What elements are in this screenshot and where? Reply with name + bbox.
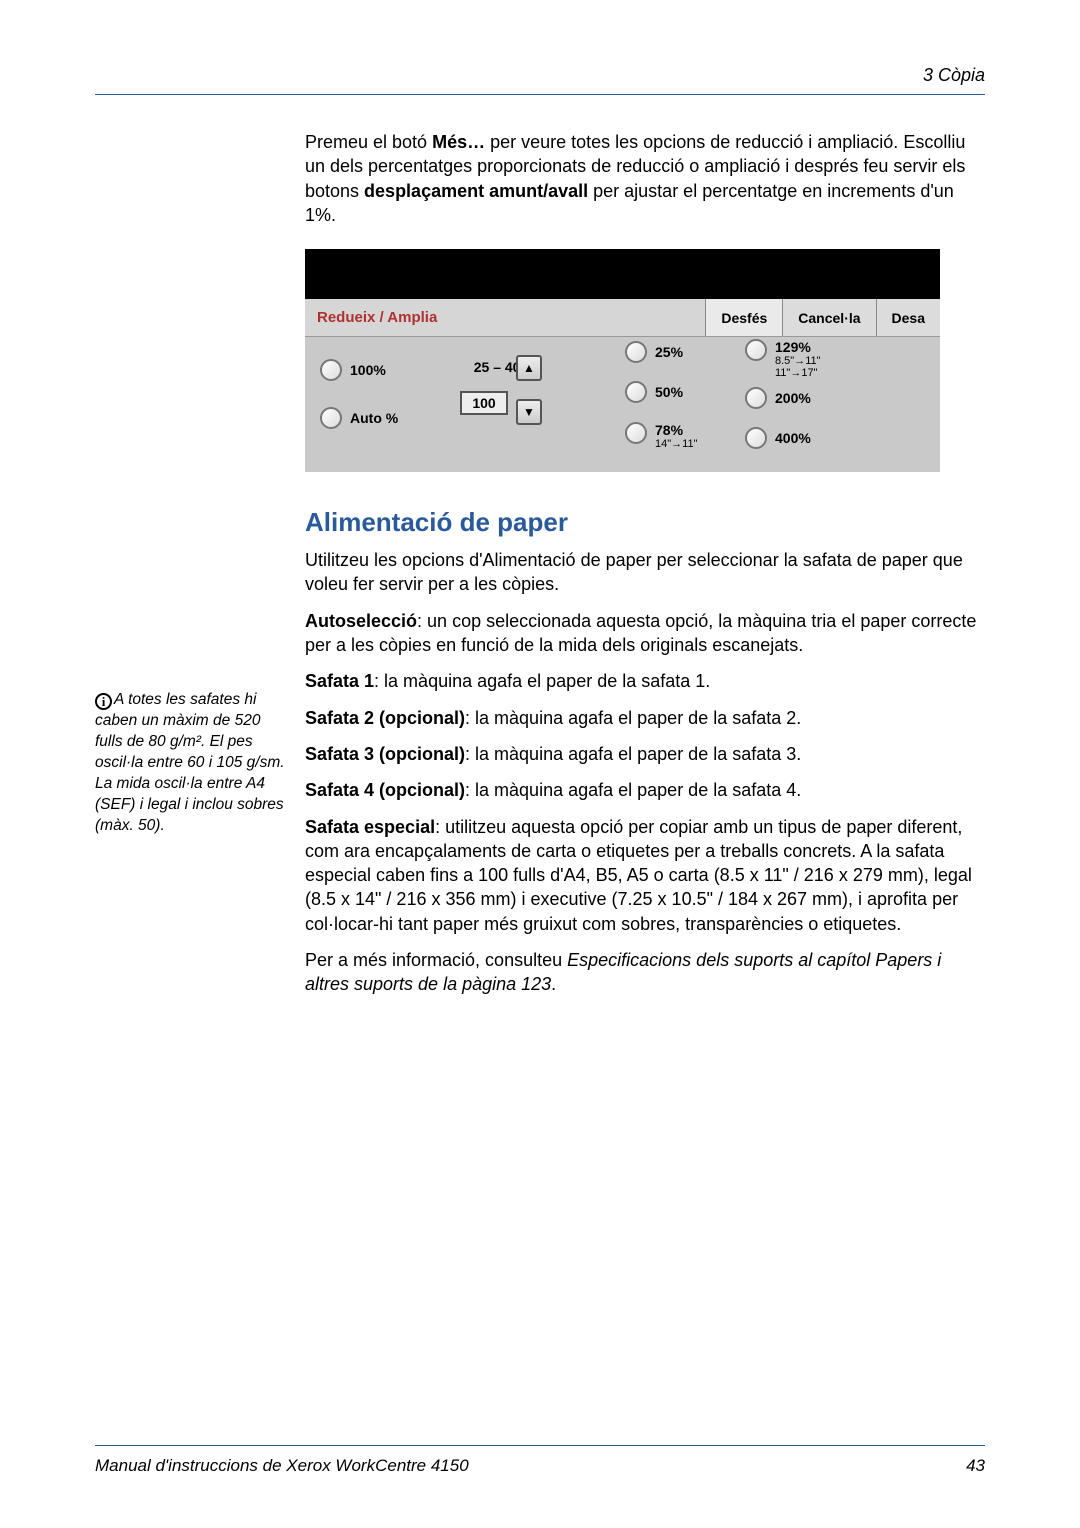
- option-129-sub2: 11"→17": [775, 367, 821, 379]
- spinner-down-button[interactable]: ▼: [516, 399, 542, 425]
- option-400-label: 400%: [775, 430, 811, 446]
- sidenote-text: A totes les safates hi caben un màxim de…: [95, 691, 285, 834]
- option-400[interactable]: 400%: [745, 427, 811, 449]
- para-tray3-b: Safata 3 (opcional): [305, 744, 465, 764]
- undo-button[interactable]: Desfés: [705, 299, 782, 336]
- option-50[interactable]: 50%: [625, 381, 683, 403]
- intro-b1: Més…: [432, 132, 485, 152]
- ui-body: 100% Auto % 25 – 400 100 ▲ ▼: [305, 337, 940, 472]
- option-auto[interactable]: Auto %: [320, 407, 398, 429]
- option-100[interactable]: 100%: [320, 359, 386, 381]
- header-rule: [95, 94, 985, 95]
- option-50-label: 50%: [655, 384, 683, 400]
- intro-b2: desplaçament amunt/avall: [364, 181, 588, 201]
- chapter-ref: 3 Còpia: [95, 65, 985, 86]
- para-tray2: Safata 2 (opcional): la màquina agafa el…: [305, 706, 985, 730]
- radio-icon: [745, 427, 767, 449]
- para-autoselect: Autoselecció: un cop seleccionada aquest…: [305, 609, 985, 658]
- section-heading: Alimentació de paper: [305, 507, 985, 538]
- radio-icon: [745, 339, 767, 361]
- option-200-label: 200%: [775, 390, 811, 406]
- option-25[interactable]: 25%: [625, 341, 683, 363]
- intro-t1: Premeu el botó: [305, 132, 432, 152]
- para-tray1: Safata 1: la màquina agafa el paper de l…: [305, 669, 985, 693]
- option-78-sub: 14"→11": [655, 438, 697, 450]
- ui-header: Redueix / Amplia Desfés Cancel·la Desa: [305, 299, 940, 337]
- option-129-label: 129%: [775, 339, 821, 355]
- radio-icon: [320, 407, 342, 429]
- para-ref-end: .: [551, 974, 556, 994]
- para-tray4: Safata 4 (opcional): la màquina agafa el…: [305, 778, 985, 802]
- para-intro: Utilitzeu les opcions d'Alimentació de p…: [305, 548, 985, 597]
- footer-left: Manual d'instruccions de Xerox WorkCentr…: [95, 1456, 469, 1476]
- para-tray3: Safata 3 (opcional): la màquina agafa el…: [305, 742, 985, 766]
- para-autoselect-b: Autoselecció: [305, 611, 417, 631]
- radio-icon: [625, 422, 647, 444]
- para-tray4-b: Safata 4 (opcional): [305, 780, 465, 800]
- info-icon: i: [95, 693, 112, 710]
- para-tray1-rest: : la màquina agafa el paper de la safata…: [374, 671, 710, 691]
- intro-paragraph: Premeu el botó Més… per veure totes les …: [305, 130, 985, 227]
- para-tray1-b: Safata 1: [305, 671, 374, 691]
- radio-icon: [320, 359, 342, 381]
- sidenote: iA totes les safates hi caben un màxim d…: [95, 690, 285, 836]
- radio-icon: [625, 341, 647, 363]
- radio-icon: [745, 387, 767, 409]
- option-25-label: 25%: [655, 344, 683, 360]
- option-100-label: 100%: [350, 362, 386, 378]
- para-special-b: Safata especial: [305, 817, 435, 837]
- percent-spinner: 25 – 400 100 ▲ ▼: [460, 359, 542, 425]
- ui-black-bar: [305, 249, 940, 299]
- option-129[interactable]: 129% 8.5"→11" 11"→17": [745, 339, 821, 379]
- cancel-button[interactable]: Cancel·la: [782, 299, 875, 336]
- save-button[interactable]: Desa: [876, 299, 940, 336]
- option-auto-label: Auto %: [350, 410, 398, 426]
- para-tray2-b: Safata 2 (opcional): [305, 708, 465, 728]
- dialog-title: Redueix / Amplia: [305, 299, 705, 336]
- footer-rule: [95, 1445, 985, 1446]
- page-number: 43: [966, 1456, 985, 1476]
- spinner-value[interactable]: 100: [460, 391, 508, 415]
- para-reference: Per a més informació, consulteu Especifi…: [305, 948, 985, 997]
- para-tray4-rest: : la màquina agafa el paper de la safata…: [465, 780, 801, 800]
- option-78[interactable]: 78% 14"→11": [625, 422, 697, 450]
- option-78-label: 78%: [655, 422, 697, 438]
- ui-dialog: Redueix / Amplia Desfés Cancel·la Desa 1…: [305, 249, 940, 472]
- para-tray2-rest: : la màquina agafa el paper de la safata…: [465, 708, 801, 728]
- para-ref-lead: Per a més informació, consulteu: [305, 950, 567, 970]
- para-special-tray: Safata especial: utilitzeu aquesta opció…: [305, 815, 985, 936]
- option-129-sub1: 8.5"→11": [775, 355, 821, 367]
- radio-icon: [625, 381, 647, 403]
- option-200[interactable]: 200%: [745, 387, 811, 409]
- page-footer: Manual d'instruccions de Xerox WorkCentr…: [95, 1445, 985, 1476]
- spinner-up-button[interactable]: ▲: [516, 355, 542, 381]
- para-tray3-rest: : la màquina agafa el paper de la safata…: [465, 744, 801, 764]
